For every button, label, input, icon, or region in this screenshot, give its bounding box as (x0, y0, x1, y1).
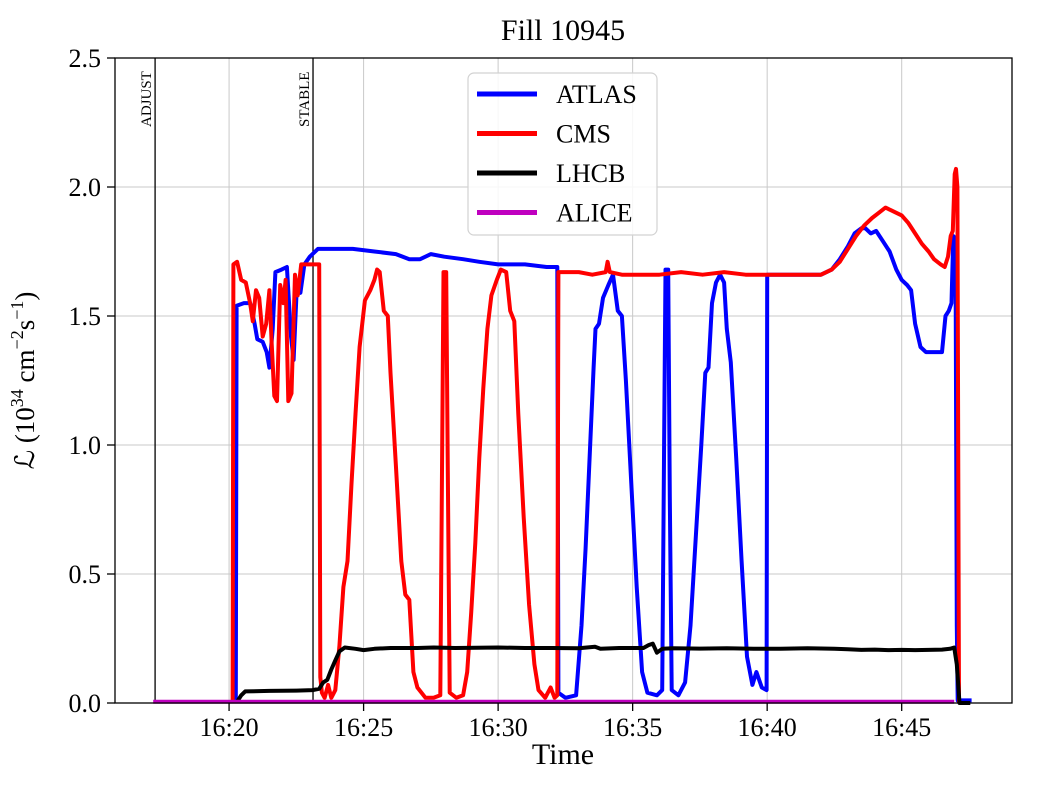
plot-box (114, 57, 1013, 704)
beam-mode-label: ADJUST (139, 71, 155, 127)
x-tick-label: 16:45 (872, 713, 931, 742)
beam-mode-layer: ADJUST STABLE (139, 58, 314, 703)
legend-label-cms: CMS (556, 120, 611, 149)
legend-label-atlas: ATLAS (556, 80, 637, 109)
series-line-cms (230, 166, 961, 704)
x-tick-label: 16:35 (603, 713, 662, 742)
x-tick-label: 16:30 (469, 713, 528, 742)
series-line-atlas (233, 226, 972, 704)
y-tick-label: 2.5 (69, 44, 102, 73)
x-tick-label: 16:20 (199, 713, 258, 742)
y-tick-label: 0.0 (69, 689, 102, 718)
x-tick-label: 16:25 (334, 713, 393, 742)
y-tick-label: 0.5 (69, 560, 102, 589)
x-tick-label: 16:40 (738, 713, 797, 742)
beam-mode-label: STABLE (297, 72, 313, 127)
legend-label-lhcb: LHCB (556, 159, 625, 188)
chart-title: Fill 10945 (501, 14, 625, 47)
y-axis-label: ℒ (1034 cm−2s−1) (7, 292, 40, 470)
series-line-lhcb (235, 641, 971, 705)
y-tick-label: 1.0 (69, 431, 102, 460)
legend-label-alice: ALICE (556, 199, 633, 228)
legend-box (467, 72, 658, 236)
x-axis-label: Time (532, 738, 594, 771)
y-tick-label: 2.0 (69, 173, 102, 202)
legend-layer: ATLAS CMS LHCB ALICE (467, 72, 658, 236)
axes-layer: 16:20 16:25 16:30 16:35 16:40 16:45 0.0 0.5 1.0 1… (7, 44, 1013, 742)
series-layer (153, 166, 972, 705)
y-tick-label: 1.5 (69, 302, 102, 331)
